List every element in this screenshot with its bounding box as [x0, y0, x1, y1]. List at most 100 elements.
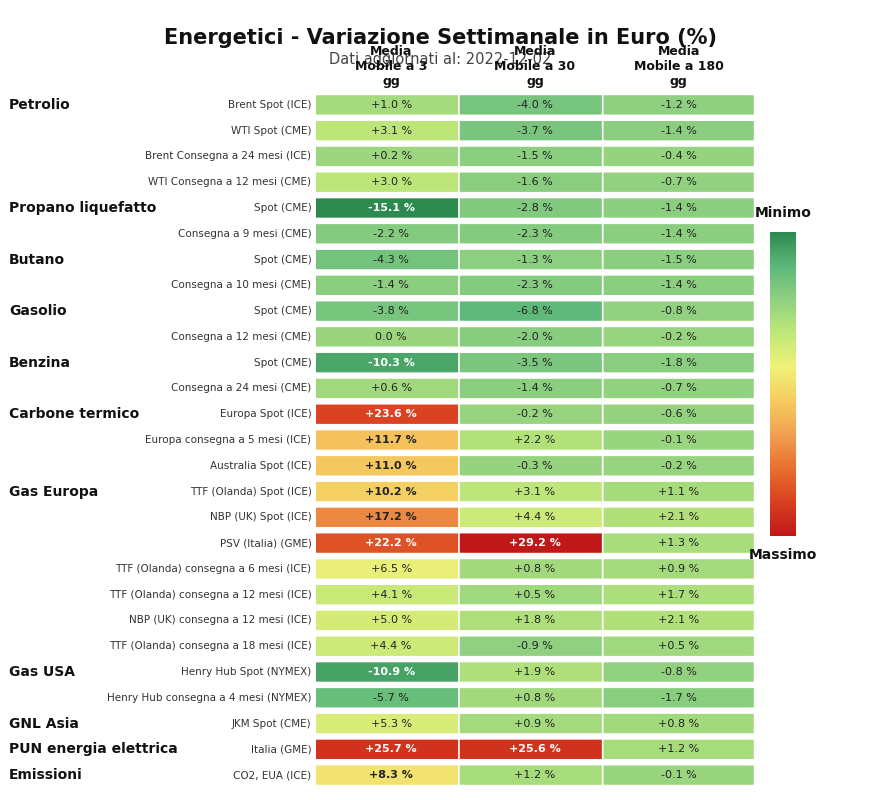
FancyBboxPatch shape — [459, 533, 611, 554]
FancyBboxPatch shape — [459, 198, 611, 218]
FancyBboxPatch shape — [459, 172, 611, 193]
Text: -1.4 %: -1.4 % — [661, 203, 697, 213]
Text: -0.2 %: -0.2 % — [661, 461, 697, 470]
Text: Europa consegna a 5 mesi (ICE): Europa consegna a 5 mesi (ICE) — [145, 435, 312, 445]
Text: +11.7 %: +11.7 % — [365, 435, 417, 445]
FancyBboxPatch shape — [459, 455, 611, 476]
FancyBboxPatch shape — [315, 146, 467, 167]
Text: Spot (CME): Spot (CME) — [253, 306, 312, 316]
Text: +8.3 %: +8.3 % — [370, 770, 413, 780]
FancyBboxPatch shape — [315, 378, 467, 399]
Text: +25.6 %: +25.6 % — [509, 744, 561, 754]
Text: -1.4 %: -1.4 % — [661, 126, 697, 136]
Text: Spot (CME): Spot (CME) — [253, 254, 312, 265]
Text: +1.3 %: +1.3 % — [658, 538, 700, 548]
FancyBboxPatch shape — [603, 172, 755, 193]
Text: PUN energia elettrica: PUN energia elettrica — [9, 742, 178, 756]
Text: GNL Asia: GNL Asia — [9, 717, 78, 730]
FancyBboxPatch shape — [459, 249, 611, 270]
Text: -1.3 %: -1.3 % — [517, 254, 553, 265]
Text: -0.1 %: -0.1 % — [661, 435, 697, 445]
Text: Benzina: Benzina — [9, 356, 70, 370]
Text: Media
Mobile a 30
gg: Media Mobile a 30 gg — [495, 45, 576, 88]
Text: +1.8 %: +1.8 % — [514, 615, 555, 626]
FancyBboxPatch shape — [459, 301, 611, 322]
Text: JKM Spot (CME): JKM Spot (CME) — [231, 718, 312, 729]
Text: +4.4 %: +4.4 % — [370, 642, 412, 651]
FancyBboxPatch shape — [315, 223, 467, 244]
FancyBboxPatch shape — [459, 584, 611, 605]
FancyBboxPatch shape — [603, 507, 755, 528]
Text: -1.4 %: -1.4 % — [517, 383, 553, 394]
Text: +1.9 %: +1.9 % — [514, 667, 555, 677]
Text: Media
Mobile a 180
gg: Media Mobile a 180 gg — [634, 45, 723, 88]
FancyBboxPatch shape — [315, 249, 467, 270]
FancyBboxPatch shape — [459, 352, 611, 373]
Text: 0.0 %: 0.0 % — [375, 332, 407, 342]
Text: Carbone termico: Carbone termico — [9, 407, 139, 422]
FancyBboxPatch shape — [459, 687, 611, 708]
FancyBboxPatch shape — [603, 584, 755, 605]
FancyBboxPatch shape — [603, 662, 755, 682]
Text: TTF (Olanda) consegna a 18 mesi (ICE): TTF (Olanda) consegna a 18 mesi (ICE) — [109, 642, 312, 651]
Text: -1.4 %: -1.4 % — [373, 280, 409, 290]
Text: -0.8 %: -0.8 % — [661, 306, 697, 316]
FancyBboxPatch shape — [603, 94, 755, 115]
FancyBboxPatch shape — [459, 739, 611, 760]
Text: -4.0 %: -4.0 % — [517, 100, 553, 110]
Text: +2.1 %: +2.1 % — [658, 615, 700, 626]
FancyBboxPatch shape — [459, 765, 611, 786]
FancyBboxPatch shape — [459, 223, 611, 244]
Text: NBP (UK) Spot (ICE): NBP (UK) Spot (ICE) — [209, 512, 312, 522]
FancyBboxPatch shape — [315, 352, 467, 373]
Text: +4.4 %: +4.4 % — [514, 512, 555, 522]
FancyBboxPatch shape — [459, 481, 611, 502]
Text: NBP (UK) consegna a 12 mesi (ICE): NBP (UK) consegna a 12 mesi (ICE) — [128, 615, 312, 626]
Text: WTI Consegna a 12 mesi (CME): WTI Consegna a 12 mesi (CME) — [149, 178, 312, 187]
FancyBboxPatch shape — [315, 610, 467, 631]
Text: Media
Mobile a 3
gg: Media Mobile a 3 gg — [355, 45, 428, 88]
FancyBboxPatch shape — [459, 94, 611, 115]
FancyBboxPatch shape — [315, 662, 467, 682]
Text: +0.9 %: +0.9 % — [514, 718, 555, 729]
Text: -4.3 %: -4.3 % — [373, 254, 409, 265]
Text: -1.6 %: -1.6 % — [517, 178, 553, 187]
FancyBboxPatch shape — [603, 301, 755, 322]
Text: Italia (GME): Italia (GME) — [251, 744, 312, 754]
FancyBboxPatch shape — [315, 584, 467, 605]
Text: +17.2 %: +17.2 % — [365, 512, 417, 522]
FancyBboxPatch shape — [603, 713, 755, 734]
Text: TTF (Olanda) Spot (ICE): TTF (Olanda) Spot (ICE) — [189, 486, 312, 497]
FancyBboxPatch shape — [603, 481, 755, 502]
Text: Petrolio: Petrolio — [9, 98, 70, 112]
Text: Henry Hub Spot (NYMEX): Henry Hub Spot (NYMEX) — [181, 667, 312, 677]
FancyBboxPatch shape — [315, 172, 467, 193]
FancyBboxPatch shape — [315, 455, 467, 476]
Text: PSV (Italia) (GME): PSV (Italia) (GME) — [220, 538, 312, 548]
Text: +2.1 %: +2.1 % — [658, 512, 700, 522]
Text: +0.9 %: +0.9 % — [658, 564, 700, 574]
Text: +0.5 %: +0.5 % — [514, 590, 555, 600]
Text: +1.1 %: +1.1 % — [658, 486, 700, 497]
Text: +4.1 %: +4.1 % — [370, 590, 412, 600]
Text: -0.6 %: -0.6 % — [661, 410, 697, 419]
Text: +5.3 %: +5.3 % — [370, 718, 412, 729]
FancyBboxPatch shape — [603, 533, 755, 554]
Text: -0.1 %: -0.1 % — [661, 770, 697, 780]
Text: +0.2 %: +0.2 % — [370, 151, 412, 162]
Text: Minimo: Minimo — [755, 206, 811, 220]
Text: Energetici - Variazione Settimanale in Euro (%): Energetici - Variazione Settimanale in E… — [164, 28, 716, 48]
Text: -2.3 %: -2.3 % — [517, 280, 553, 290]
Text: -3.8 %: -3.8 % — [373, 306, 409, 316]
FancyBboxPatch shape — [459, 120, 611, 141]
Text: +10.2 %: +10.2 % — [365, 486, 417, 497]
Text: -2.0 %: -2.0 % — [517, 332, 553, 342]
FancyBboxPatch shape — [459, 713, 611, 734]
Text: +23.6 %: +23.6 % — [365, 410, 417, 419]
FancyBboxPatch shape — [315, 326, 467, 347]
Text: -0.3 %: -0.3 % — [517, 461, 553, 470]
FancyBboxPatch shape — [315, 765, 467, 786]
FancyBboxPatch shape — [603, 430, 755, 450]
FancyBboxPatch shape — [315, 430, 467, 450]
Text: Europa Spot (ICE): Europa Spot (ICE) — [220, 410, 312, 419]
